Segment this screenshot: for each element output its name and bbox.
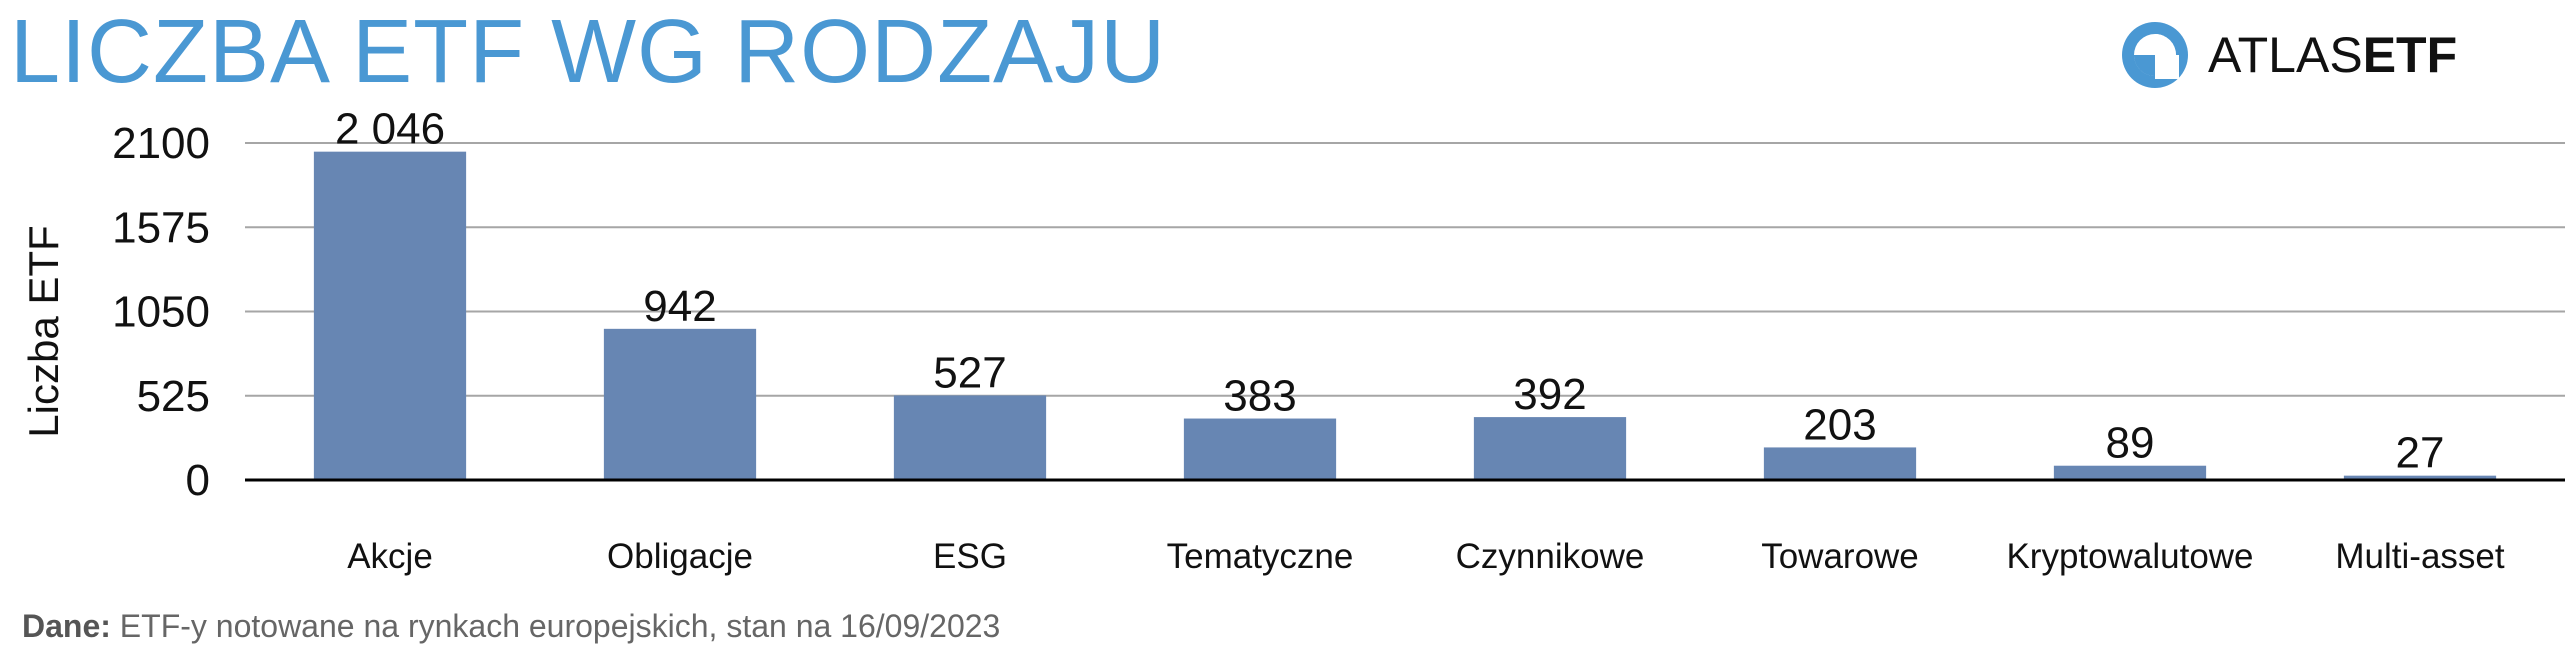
- bar-chart: 2 046 942 527 383 392 203 89 27 0 525 1050 1575 210…: [20, 105, 2565, 576]
- x-category-label: ESG: [933, 537, 1007, 576]
- data-label: 527: [933, 348, 1006, 397]
- logo-text: ATLASETF: [2208, 26, 2457, 84]
- x-category-label: Kryptowalutowe: [2006, 537, 2253, 576]
- x-category-label: Akcje: [347, 537, 433, 576]
- bars: [313, 151, 2497, 480]
- y-tick-label: 1050: [112, 288, 210, 337]
- footnote: Dane: ETF-y notowane na rynkach europejs…: [22, 608, 1000, 645]
- logo-text-bold: ETF: [2362, 27, 2458, 83]
- x-category-label: Multi-asset: [2335, 537, 2504, 576]
- y-tick-label: 525: [137, 372, 210, 421]
- bar: [1763, 447, 1917, 480]
- x-category-labels: Akcje Obligacje ESG Tematyczne Czynnikowe Tow…: [347, 537, 2505, 576]
- logo-text-light: ATLAS: [2208, 27, 2363, 83]
- bar: [893, 395, 1047, 480]
- page-title: LICZBA ETF WG RODZAJU: [10, 2, 1167, 102]
- bar: [2343, 475, 2497, 480]
- data-label: 27: [2396, 429, 2445, 478]
- y-tick-label: 1575: [112, 203, 210, 252]
- data-label: 383: [1223, 372, 1296, 421]
- data-label: 942: [643, 282, 716, 331]
- data-label: 2 046: [335, 105, 445, 154]
- y-tick-label: 2100: [112, 119, 210, 168]
- y-axis-title: Liczba ETF: [20, 225, 67, 437]
- data-label: 89: [2106, 419, 2155, 468]
- atlas-circle-icon: [2122, 22, 2188, 88]
- bar: [1183, 418, 1337, 480]
- y-tick-label: 0: [186, 456, 210, 505]
- grid-lines: [245, 142, 2565, 397]
- bar: [313, 151, 467, 480]
- x-category-label: Tematyczne: [1167, 537, 1354, 576]
- x-category-label: Obligacje: [607, 537, 753, 576]
- data-labels: 2 046 942 527 383 392 203 89 27: [335, 105, 2445, 478]
- x-category-label: Towarowe: [1761, 537, 1919, 576]
- footnote-lead: Dane:: [22, 608, 111, 644]
- y-tick-labels: 0 525 1050 1575 2100: [112, 119, 210, 505]
- bar: [603, 328, 757, 480]
- bar: [1473, 417, 1627, 480]
- bar: [2053, 465, 2207, 480]
- x-category-label: Czynnikowe: [1456, 537, 1645, 576]
- logo: ATLASETF: [2120, 20, 2457, 90]
- data-label: 392: [1513, 370, 1586, 419]
- data-label: 203: [1803, 400, 1876, 449]
- footnote-text: ETF-y notowane na rynkach europejskich, …: [119, 608, 1001, 644]
